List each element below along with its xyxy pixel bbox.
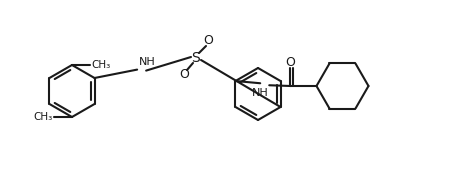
Text: NH: NH: [252, 88, 268, 98]
Text: CH₃: CH₃: [91, 60, 110, 70]
Text: NH: NH: [139, 57, 156, 67]
Text: O: O: [285, 55, 295, 68]
Text: O: O: [203, 35, 213, 48]
Text: O: O: [179, 68, 189, 82]
Text: CH₃: CH₃: [34, 112, 53, 122]
Text: S: S: [191, 51, 201, 65]
